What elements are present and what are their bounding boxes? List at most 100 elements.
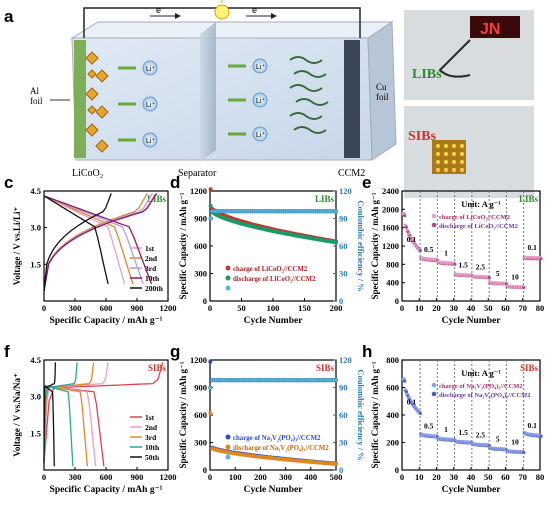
x-tick-label: 500: [330, 472, 343, 482]
x-tick-label: 600: [100, 472, 113, 482]
y-tick-label: 2000: [382, 204, 399, 214]
x-tick-label: 100: [267, 303, 280, 313]
x-tick-label: 20: [432, 303, 441, 313]
y-axis-label: Specific Capacity / mAh g⁻¹: [178, 192, 188, 299]
x-tick-label: 100: [229, 472, 242, 482]
chart-d: 0 50 100 150 200030060090012000306090120Coul…: [170, 173, 366, 326]
li-ion-label: Li⁺: [146, 137, 155, 145]
cu-foil: [344, 40, 360, 158]
y2-tick-label: 60: [339, 410, 348, 420]
led-dots: [436, 144, 464, 172]
battery-tag: SIBs: [148, 363, 167, 373]
cell-top: [70, 21, 394, 39]
li-ion-label: Li⁺: [146, 65, 155, 73]
x-tick-label: 40: [467, 303, 476, 313]
discharge-curve: [43, 195, 153, 285]
battery-tag: LIBs: [147, 194, 167, 204]
x-tick-label: 60: [501, 303, 510, 313]
x-tick-label: 400: [304, 472, 317, 482]
charge-curve: [43, 362, 164, 463]
y-tick-label: 800: [386, 259, 399, 269]
y-tick-label: 300: [194, 269, 207, 279]
x-tick-label: 150: [298, 303, 311, 313]
x-tick-label: 0: [208, 303, 212, 313]
wire: [438, 39, 471, 78]
x-tick-label: 70: [519, 472, 528, 482]
led-display-text: JN: [480, 21, 500, 38]
x-tick-label: 60: [501, 472, 510, 482]
cell-body: [71, 37, 373, 161]
y2-tick-label: 30: [339, 438, 348, 448]
y-axis-label: Specific Capacity / mAh g⁻¹: [370, 192, 380, 299]
legend-marker: [431, 222, 437, 228]
y-tick-label: 800: [386, 355, 399, 365]
y-tick-label: 300: [194, 438, 207, 448]
cu-foil-label-2: foil: [376, 92, 389, 102]
x-axis-label: Cycle Number: [442, 316, 502, 326]
discharge-point: [418, 249, 422, 253]
y-tick-label: 600: [194, 410, 207, 420]
rate-label: 0.1: [407, 398, 417, 407]
legend-marker: [225, 434, 231, 440]
y-tick-label: 1.5: [30, 428, 41, 438]
discharge-point: [404, 390, 408, 394]
rate-label: 0.1: [528, 421, 538, 430]
anode-label: CCM2: [338, 168, 365, 179]
li-ion-flow: [118, 58, 268, 148]
y-axis-label: Specific Capacity / mAh g⁻¹: [370, 361, 380, 468]
x-tick-label: 900: [131, 472, 144, 482]
x-tick-label: 200: [254, 472, 267, 482]
legend-label: 3rd: [145, 433, 157, 442]
x-tick-label: 10: [415, 472, 424, 482]
discharge-curve: [43, 195, 109, 285]
rate-label: 1.5: [459, 428, 469, 437]
legend-marker: [225, 444, 231, 450]
legend-label: discharge of Na₃V₂(PO₄)₃//CCM2: [439, 392, 531, 399]
efficiency-point: [208, 385, 213, 390]
efficiency-point: [208, 216, 213, 221]
rate-label: 5: [496, 269, 500, 278]
legend-label: 2nd: [145, 423, 158, 432]
x-tick-label: 0: [400, 303, 404, 313]
unit-label: Unit: A g⁻¹: [461, 368, 501, 378]
panel-letter-h: h: [362, 342, 372, 361]
x-tick-label: 30: [450, 303, 459, 313]
legend-label: 3rd: [145, 264, 157, 273]
electron-label-right: e⁻: [252, 5, 262, 15]
y-axis-label: Voltage / V vs.Na/Na⁺: [12, 373, 22, 457]
discharge-point: [403, 214, 407, 218]
y-axis-label: Specific Capacity / mAh g⁻¹: [178, 361, 188, 468]
y-tick-label: 3.0: [30, 223, 41, 233]
rate-label: 0.1: [407, 235, 417, 244]
x-tick-label: 300: [69, 472, 82, 482]
panel-letter-f: f: [4, 342, 10, 361]
plot-frame: [209, 190, 337, 302]
x-axis-label: Specific Capacity / mAh g⁻¹: [50, 316, 163, 326]
legend-marker: [431, 213, 437, 219]
li-ion-label: Li⁺: [146, 101, 155, 109]
unit-label: Unit: A g⁻¹: [461, 199, 501, 209]
x-tick-label: 70: [519, 303, 528, 313]
battery-tag: LIBs: [315, 194, 335, 204]
x-tick-label: 900: [131, 303, 144, 313]
sibs-photo-label: SIBs: [408, 129, 437, 144]
legend-label: discharge of LiCoO₂//CCM2: [439, 223, 518, 230]
x-axis-label: Cycle Number: [442, 485, 502, 495]
separator-membrane: [200, 22, 216, 162]
legend-marker: [225, 265, 231, 271]
legend-label: 1st: [145, 413, 155, 422]
chart-c: 0 300 600 900 1200 1.5 3.0 4.5 Specific Capacity…: [4, 173, 177, 326]
legend-marker: [225, 285, 231, 291]
y-tick-label: 1.5: [30, 259, 41, 269]
y-tick-label: 0: [395, 296, 399, 306]
al-foil: [74, 40, 86, 158]
legend-marker: [225, 454, 231, 460]
legend-label: discharge of LiCoO₂//CCM2: [233, 276, 316, 283]
y2-tick-label: 90: [339, 383, 348, 393]
legend-label: charge of LiCoO₂//CCM2: [233, 266, 308, 273]
x-tick-label: 50: [484, 472, 493, 482]
arrow-head: [175, 13, 181, 19]
battery-tag: SIBs: [316, 363, 335, 373]
x-tick-label: 20: [432, 472, 441, 482]
